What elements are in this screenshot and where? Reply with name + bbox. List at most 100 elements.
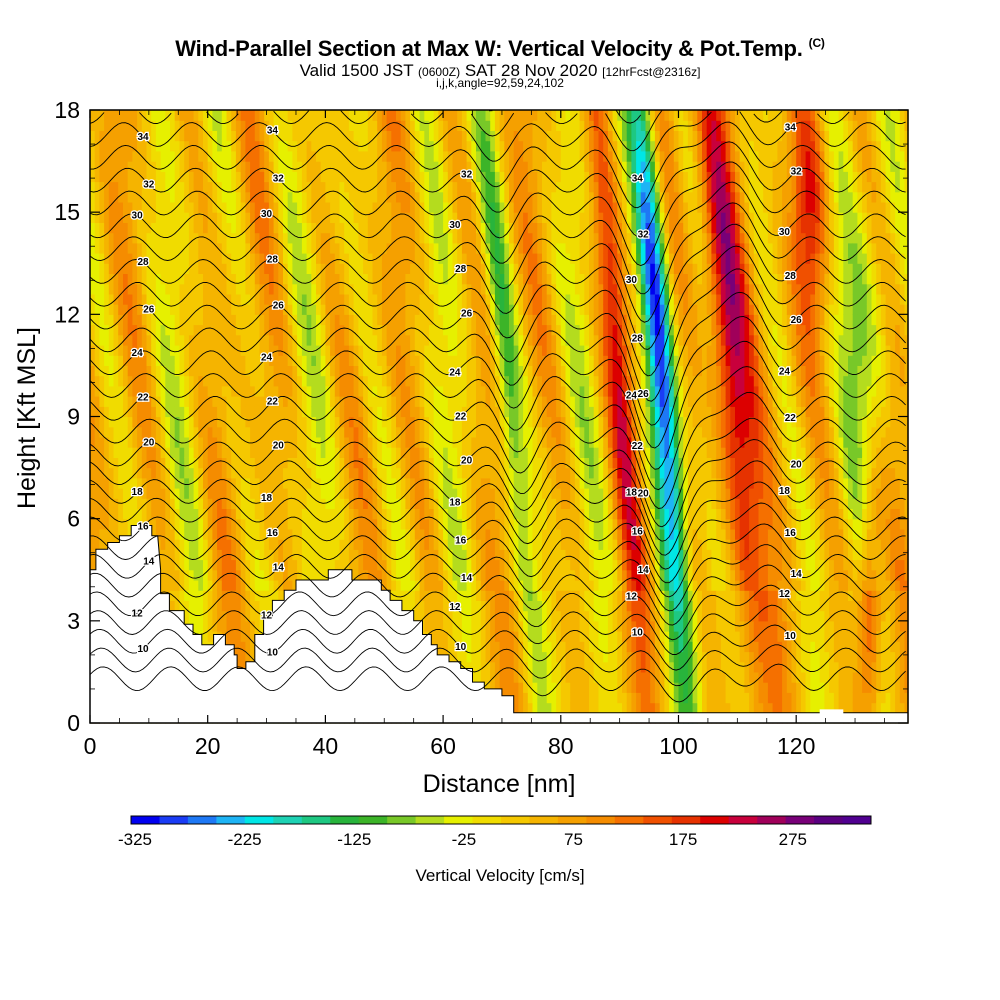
- theta-contour: [89, 460, 906, 556]
- contour-label: 24: [132, 348, 144, 359]
- colorbar-swatch: [728, 816, 758, 824]
- colorbar-swatch: [301, 816, 331, 824]
- y-tick-label: 3: [67, 608, 80, 634]
- axes: 0 20 40 60 80 100 120 0 3 6 9 12 15 18: [54, 97, 908, 759]
- colorbar-tick-label: 275: [779, 830, 807, 849]
- contour-label: 14: [143, 556, 155, 567]
- x-axis-label: Distance [nm]: [423, 770, 576, 798]
- colorbar-tick-label: -225: [228, 830, 262, 849]
- theta-contour: [89, 181, 906, 295]
- contour-label: 22: [785, 413, 797, 424]
- contour-label: 12: [449, 602, 461, 613]
- contour-label: 18: [626, 488, 638, 499]
- contour-label: 22: [632, 441, 644, 452]
- colorbar-tick-label: 75: [564, 830, 583, 849]
- theta-contour: [89, 141, 906, 237]
- valid-date: SAT 28 Nov 2020: [464, 61, 598, 80]
- contour-label: 20: [461, 456, 473, 467]
- contour-label: 30: [261, 209, 273, 220]
- y-tick-label: 0: [67, 710, 80, 736]
- contour-label: 18: [779, 486, 791, 497]
- contour-label: 10: [137, 644, 149, 655]
- colorbar-swatch: [785, 816, 815, 824]
- contour-label: 10: [267, 648, 279, 659]
- colorbar-label: Vertical Velocity [cm/s]: [415, 866, 584, 885]
- theta-contour: [89, 481, 906, 570]
- y-tick-label: 12: [54, 301, 80, 327]
- colorbar-swatch: [757, 816, 787, 824]
- colorbar-swatch: [244, 816, 274, 824]
- theta-contour: [89, 202, 906, 323]
- contour-label: 20: [791, 459, 803, 470]
- theta-contour: [89, 223, 906, 350]
- contour-label: 22: [267, 397, 279, 408]
- contour-label: 18: [132, 487, 144, 498]
- colorbar-swatch: [614, 816, 644, 824]
- colorbar: -325 -225 -125 -25 75 175 275: [118, 815, 872, 849]
- y-axis-label: Height [Kft MSL]: [13, 327, 41, 509]
- contour-label: 16: [632, 526, 644, 537]
- contour-label: 26: [461, 308, 473, 319]
- colorbar-swatch: [330, 816, 360, 824]
- colorbar-tick-label: -325: [118, 830, 152, 849]
- contour-label: 12: [626, 592, 638, 603]
- colorbar-swatch: [472, 816, 502, 824]
- contour-label: 34: [137, 132, 149, 143]
- contour-label: 26: [143, 304, 155, 315]
- colorbar-swatch: [444, 816, 474, 824]
- contour-label: 32: [638, 230, 650, 241]
- contour-label: 20: [143, 437, 155, 448]
- contour-label: 34: [785, 123, 797, 134]
- x-tick-label: 60: [430, 733, 456, 759]
- contour-label: 18: [261, 493, 273, 504]
- colorbar-swatch: [131, 816, 160, 824]
- theta-contour: [89, 268, 906, 402]
- chart-title: Wind-Parallel Section at Max W: Vertical…: [0, 36, 1000, 62]
- x-tick-label: 0: [84, 733, 97, 759]
- contour-label: 16: [785, 528, 797, 539]
- theta-contour: [89, 644, 906, 687]
- colorbar-swatch: [842, 816, 872, 824]
- colorbar-swatch: [187, 816, 217, 824]
- theta-contour: [89, 111, 906, 180]
- contour-label: 30: [132, 210, 144, 221]
- contour-label: 34: [267, 126, 279, 137]
- contour-label: 32: [273, 173, 285, 184]
- x-tick-label: 80: [548, 733, 574, 759]
- colorbar-swatch: [216, 816, 246, 824]
- forecast-info: [12hrFcst@2316z]: [602, 65, 701, 79]
- colorbar-swatch: [387, 816, 417, 824]
- valid-utc: (0600Z): [418, 65, 461, 79]
- theta-contour: [89, 502, 906, 584]
- colorbar-swatch: [159, 816, 189, 824]
- contour-label: 20: [273, 441, 285, 452]
- colorbar-tick-label: -25: [452, 830, 477, 849]
- contour-label: 10: [455, 642, 467, 653]
- theta-contour: [89, 245, 906, 377]
- y-tick-label: 15: [54, 199, 80, 225]
- contour-label: 28: [267, 255, 279, 266]
- theta-contour: [89, 417, 906, 528]
- colorbar-swatch: [273, 816, 303, 824]
- contour-label: 26: [638, 389, 650, 400]
- contour-label: 28: [785, 271, 797, 282]
- colorbar-swatch: [671, 816, 701, 824]
- contour-label: 12: [132, 609, 144, 620]
- y-tick-label: 18: [54, 97, 80, 123]
- contour-label: 14: [273, 563, 285, 574]
- colorbar-swatch: [814, 816, 844, 824]
- theta-contour: [89, 439, 906, 542]
- theta-contour: [89, 161, 906, 266]
- theta-contour: [89, 110, 906, 152]
- contour-label: 34: [632, 173, 644, 184]
- contour-label: 22: [455, 412, 467, 423]
- y-tick-label: 9: [67, 404, 80, 430]
- contour-label: 14: [638, 565, 650, 576]
- contour-label: 26: [273, 301, 285, 312]
- contour-label: 14: [461, 573, 473, 584]
- colorbar-tick-label: 175: [669, 830, 697, 849]
- colorbar-swatch: [358, 816, 388, 824]
- contour-label: 16: [137, 522, 149, 533]
